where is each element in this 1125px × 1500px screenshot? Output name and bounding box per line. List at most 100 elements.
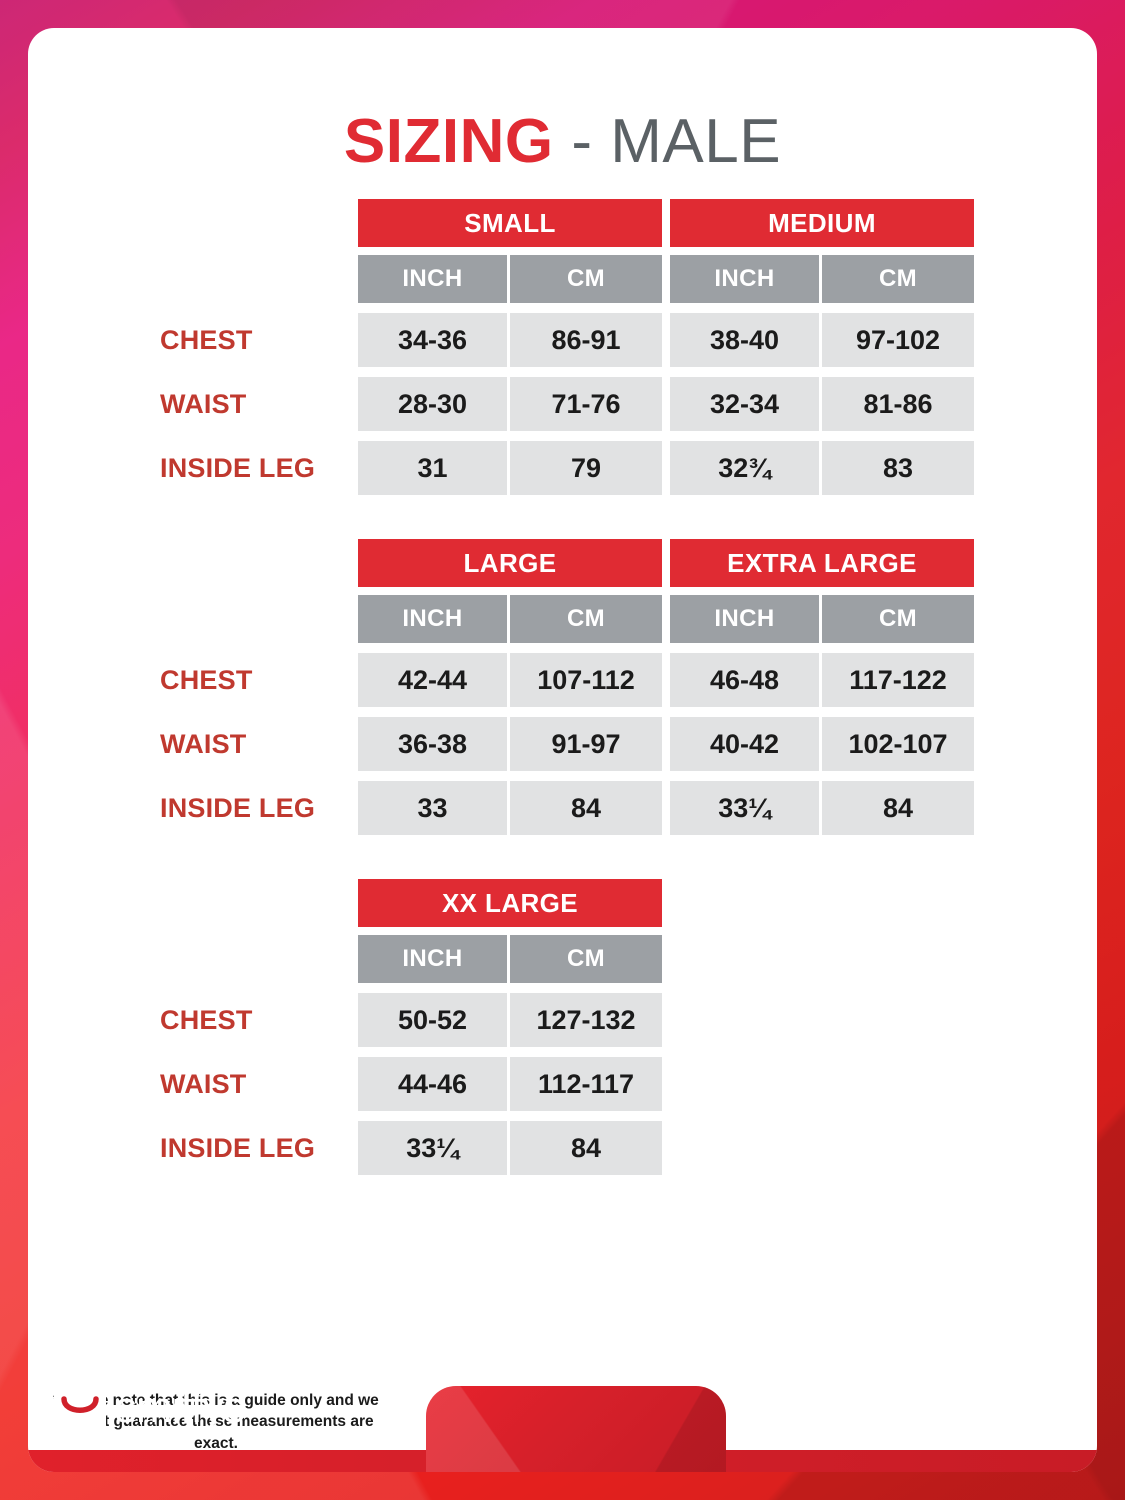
title-highlight: SIZING (343, 107, 554, 176)
cell-extra-large-waist-cm: 102-107 (822, 717, 974, 771)
size-header-xx-large: XX LARGE (358, 879, 662, 927)
group-spacer (662, 441, 670, 485)
unit-header-small-inch: INCH (358, 255, 510, 303)
header-gap (150, 927, 662, 935)
cell-xx-large-inside-leg-cm: 84 (510, 1121, 662, 1175)
unit-header-small-cm: CM (510, 255, 662, 303)
footer: *Please note that this is a guide only a… (28, 1368, 1097, 1472)
unit-header-medium-cm: CM (822, 255, 974, 303)
group-spacer (662, 255, 670, 299)
corner-spacer (150, 879, 358, 923)
cell-small-inside-leg-inch: 31 (358, 441, 510, 495)
cell-extra-large-inside-leg-cm: 84 (822, 781, 974, 835)
smile-icon (54, 1382, 106, 1434)
row-label-waist: WAIST (160, 728, 247, 759)
group-spacer (662, 717, 670, 761)
sizing-tables: SMALL MEDIUM INCH CM INCH CM CHEST 34-36… (28, 199, 1097, 1175)
size-header-small: SMALL (358, 199, 662, 247)
row-gap (150, 983, 662, 993)
cell-xx-large-waist-inch: 44-46 (358, 1057, 510, 1111)
cell-medium-chest-cm: 97-102 (822, 313, 974, 367)
brand-name: smiffys ™ (115, 1383, 264, 1432)
title-rest: MALE (610, 107, 782, 176)
unit-header-large-inch: INCH (358, 595, 510, 643)
cell-small-chest-inch: 34-36 (358, 313, 510, 367)
logo-tab (426, 1386, 726, 1472)
row-label-waist: WAIST (160, 1068, 247, 1099)
size-header-extra-large: EXTRA LARGE (670, 539, 974, 587)
row-label-inside-leg: INSIDE LEG (160, 1132, 316, 1163)
cell-medium-inside-leg-cm: 83 (822, 441, 974, 495)
cell-extra-large-chest-inch: 46-48 (670, 653, 822, 707)
row-label-inside-leg: INSIDE LEG (160, 792, 316, 823)
group-spacer (662, 653, 670, 697)
row-gap (150, 367, 974, 377)
group-spacer (662, 539, 670, 583)
row-label-chest: CHEST (160, 664, 253, 695)
cell-medium-waist-inch: 32-34 (670, 377, 822, 431)
unit-header-extra-large-inch: INCH (670, 595, 822, 643)
row-gap (150, 643, 974, 653)
cell-small-inside-leg-cm: 79 (510, 441, 662, 495)
brand-logo[interactable]: smiffys ™ (54, 1382, 264, 1434)
cell-large-waist-inch: 36-38 (358, 717, 510, 771)
row-gap (150, 771, 974, 781)
sizing-chart-card: SIZING - MALE SMALL MEDIUM INCH CM INCH … (28, 28, 1097, 1472)
corner-spacer (150, 595, 358, 639)
group-spacer (662, 377, 670, 421)
row-label-waist: WAIST (160, 388, 247, 419)
size-table-large-extra-large: LARGE EXTRA LARGE INCH CM INCH CM CHEST … (150, 539, 1097, 835)
header-gap (150, 587, 974, 595)
unit-header-xx-large-inch: INCH (358, 935, 510, 983)
cell-small-waist-cm: 71-76 (510, 377, 662, 431)
unit-header-extra-large-cm: CM (822, 595, 974, 643)
row-gap (150, 1111, 662, 1121)
brand-name-text: smiffys (115, 1383, 245, 1432)
size-table-small-medium: SMALL MEDIUM INCH CM INCH CM CHEST 34-36… (150, 199, 1097, 495)
row-gap (150, 303, 974, 313)
cell-medium-inside-leg-inch: 32¾ (670, 441, 822, 495)
row-label-inside-leg: INSIDE LEG (160, 452, 316, 483)
row-label-chest: CHEST (160, 1004, 253, 1035)
size-table-xx-large: XX LARGE INCH CM CHEST 50-52 127-132 WAI… (150, 879, 1097, 1175)
unit-header-large-cm: CM (510, 595, 662, 643)
page-title: SIZING - MALE (28, 28, 1097, 177)
corner-spacer (150, 199, 358, 243)
group-spacer (662, 199, 670, 243)
corner-spacer (150, 935, 358, 979)
row-gap (150, 707, 974, 717)
title-separator: - (553, 107, 611, 176)
row-gap (150, 1047, 662, 1057)
group-spacer (662, 781, 670, 825)
corner-spacer (150, 255, 358, 299)
cell-large-inside-leg-inch: 33 (358, 781, 510, 835)
cell-small-waist-inch: 28-30 (358, 377, 510, 431)
cell-large-chest-inch: 42-44 (358, 653, 510, 707)
cell-medium-chest-inch: 38-40 (670, 313, 822, 367)
cell-large-chest-cm: 107-112 (510, 653, 662, 707)
cell-xx-large-chest-cm: 127-132 (510, 993, 662, 1047)
row-label-chest: CHEST (160, 324, 253, 355)
cell-small-chest-cm: 86-91 (510, 313, 662, 367)
cell-extra-large-inside-leg-inch: 33¼ (670, 781, 822, 835)
group-spacer (662, 595, 670, 639)
cell-large-waist-cm: 91-97 (510, 717, 662, 771)
row-gap (150, 431, 974, 441)
unit-header-xx-large-cm: CM (510, 935, 662, 983)
group-spacer (662, 313, 670, 357)
corner-spacer (150, 539, 358, 583)
unit-header-medium-inch: INCH (670, 255, 822, 303)
header-gap (150, 247, 974, 255)
cell-xx-large-waist-cm: 112-117 (510, 1057, 662, 1111)
trademark-symbol: ™ (251, 1383, 265, 1398)
cell-extra-large-chest-cm: 117-122 (822, 653, 974, 707)
cell-xx-large-chest-inch: 50-52 (358, 993, 510, 1047)
size-header-medium: MEDIUM (670, 199, 974, 247)
disclaimer-text: *Please note that this is a guide only a… (53, 1392, 379, 1452)
cell-extra-large-waist-inch: 40-42 (670, 717, 822, 771)
size-header-large: LARGE (358, 539, 662, 587)
cell-medium-waist-cm: 81-86 (822, 377, 974, 431)
cell-large-inside-leg-cm: 84 (510, 781, 662, 835)
cell-xx-large-inside-leg-inch: 33¼ (358, 1121, 510, 1175)
